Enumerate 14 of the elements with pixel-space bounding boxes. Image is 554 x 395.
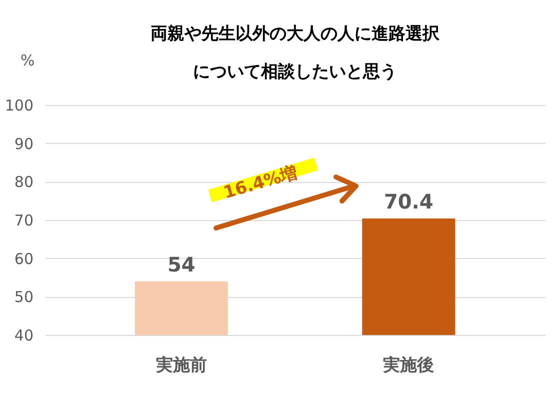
y-tick-label: 40: [14, 326, 34, 344]
y-tick-label: 50: [14, 288, 34, 306]
chart-title: 両親や先生以外の大人の人に進路選択について相談したいと思う: [150, 24, 440, 82]
y-tick-label: 70: [14, 212, 34, 230]
annotation: 16.4%増: [221, 162, 300, 204]
x-tick-label: 実施後: [382, 356, 434, 376]
data-label: 70.4: [384, 189, 434, 214]
x-tick-label: 実施前: [154, 356, 207, 376]
y-tick-label: 90: [14, 134, 34, 153]
data-label: 54: [167, 252, 196, 276]
y-axis-title: %: [20, 52, 35, 70]
y-tick-label: 60: [14, 250, 34, 268]
y-tick-label: 80: [14, 173, 34, 192]
y-tick-label: 100: [4, 96, 34, 114]
